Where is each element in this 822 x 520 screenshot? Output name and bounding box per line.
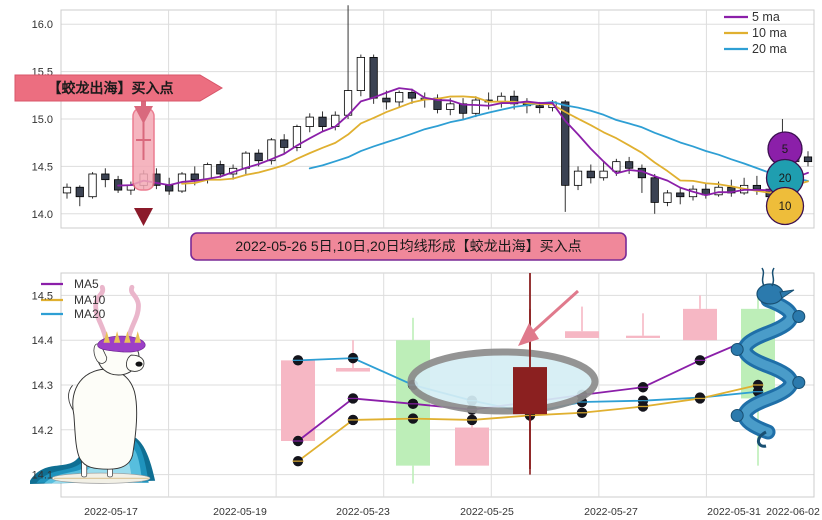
- svg-text:14.2: 14.2: [32, 425, 53, 437]
- svg-text:MA20: MA20: [74, 307, 106, 321]
- svg-text:2022-05-25: 2022-05-25: [460, 506, 514, 518]
- svg-text:5: 5: [782, 144, 788, 156]
- svg-text:14.0: 14.0: [32, 209, 53, 221]
- svg-text:2022-05-19: 2022-05-19: [213, 506, 267, 518]
- svg-text:2022-05-27: 2022-05-27: [584, 506, 638, 518]
- svg-text:15.0: 15.0: [32, 114, 53, 126]
- svg-text:10 ma: 10 ma: [752, 26, 787, 40]
- svg-text:2022-05-17: 2022-05-17: [84, 506, 138, 518]
- svg-text:14.1: 14.1: [32, 470, 53, 482]
- svg-text:MA10: MA10: [74, 293, 106, 307]
- svg-text:2022-05-23: 2022-05-23: [336, 506, 390, 518]
- svg-text:5 ma: 5 ma: [752, 10, 780, 24]
- svg-text:10: 10: [779, 201, 792, 213]
- svg-text:16.0: 16.0: [32, 19, 53, 31]
- svg-text:20 ma: 20 ma: [752, 42, 787, 56]
- svg-text:14.5: 14.5: [32, 290, 53, 302]
- svg-text:2022-05-26 5日,10日,20日均线形成【蛟龙出海: 2022-05-26 5日,10日,20日均线形成【蛟龙出海】买入点: [235, 238, 581, 254]
- svg-text:2022-05-31: 2022-05-31: [707, 506, 761, 518]
- svg-text:20: 20: [779, 173, 792, 185]
- svg-text:14.3: 14.3: [32, 380, 53, 392]
- svg-text:14.5: 14.5: [32, 161, 53, 173]
- svg-text:14.4: 14.4: [32, 335, 53, 347]
- svg-text:2022-06-02: 2022-06-02: [766, 506, 820, 518]
- svg-text:【蛟龙出海】买入点: 【蛟龙出海】买入点: [48, 80, 174, 96]
- svg-text:MA5: MA5: [74, 277, 99, 291]
